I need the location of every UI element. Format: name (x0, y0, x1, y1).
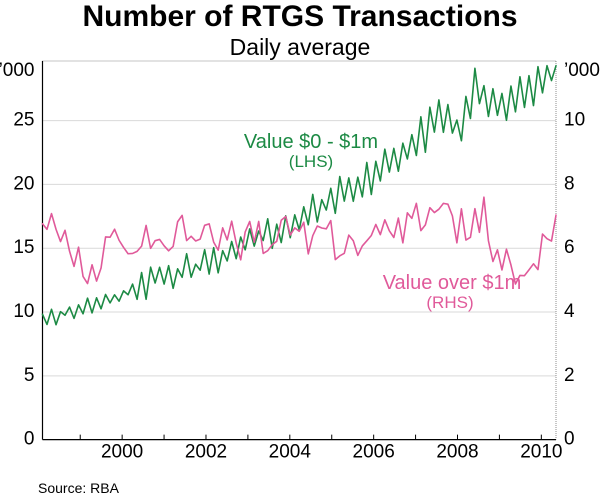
svg-text:2: 2 (564, 365, 575, 386)
svg-text:(LHS): (LHS) (289, 152, 333, 171)
svg-text:6: 6 (564, 237, 575, 258)
svg-text:’000: ’000 (564, 60, 600, 81)
svg-text:Value $0 - $1m: Value $0 - $1m (244, 131, 378, 153)
svg-text:Value over $1m: Value over $1m (383, 272, 522, 294)
svg-text:8: 8 (564, 173, 575, 194)
svg-text:10: 10 (564, 110, 585, 131)
svg-text:2006: 2006 (353, 442, 395, 463)
svg-text:0: 0 (24, 429, 35, 450)
svg-text:’000: ’000 (0, 60, 35, 81)
svg-text:2004: 2004 (269, 442, 312, 463)
svg-text:2002: 2002 (185, 442, 227, 463)
svg-text:0: 0 (564, 429, 575, 450)
svg-text:25: 25 (13, 110, 34, 131)
svg-text:2000: 2000 (101, 442, 143, 463)
svg-text:10: 10 (13, 301, 34, 322)
svg-text:(RHS): (RHS) (426, 293, 473, 312)
svg-text:2010: 2010 (520, 442, 562, 463)
svg-text:20: 20 (13, 173, 34, 194)
svg-text:15: 15 (13, 237, 34, 258)
svg-text:4: 4 (564, 301, 575, 322)
svg-text:2008: 2008 (436, 442, 478, 463)
svg-text:5: 5 (24, 365, 35, 386)
